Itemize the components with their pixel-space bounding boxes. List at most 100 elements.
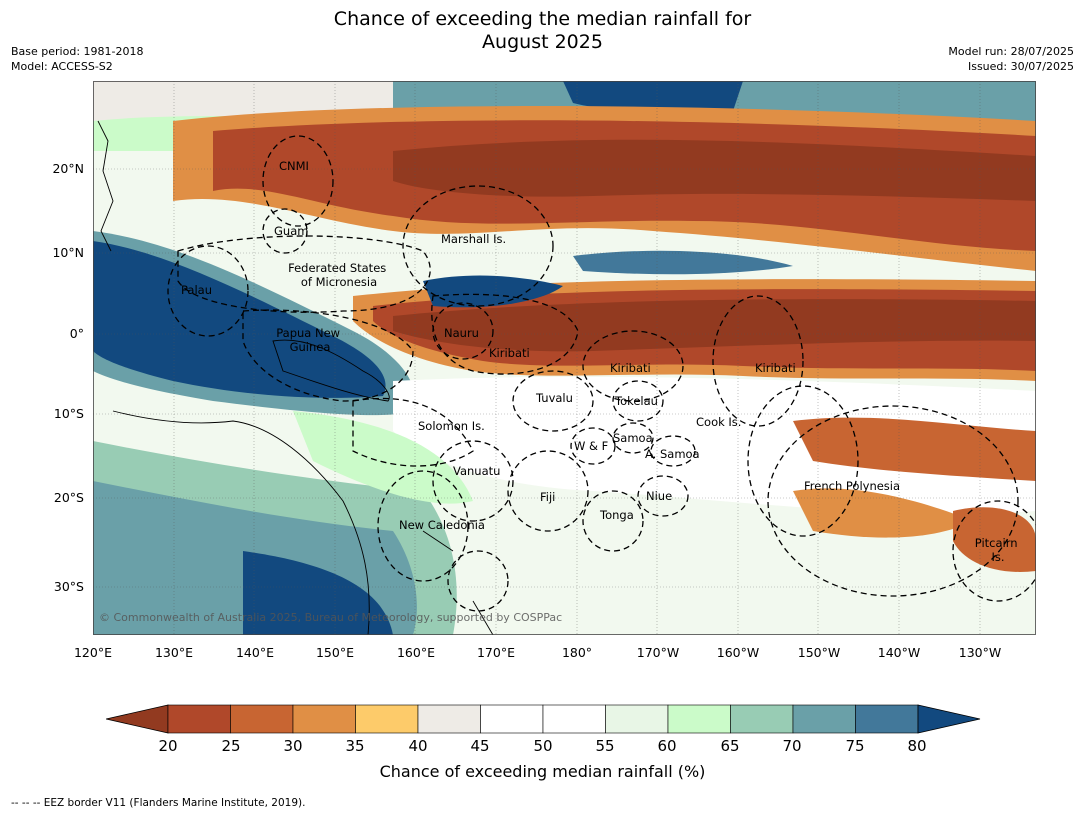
eez-cnmi [262,135,334,227]
label-tonga: Tonga [599,508,634,522]
cbar-seg-6 [480,704,544,734]
eez-marshall [402,185,554,307]
lon-tick-130w: 130°W [958,645,1002,660]
lon-tick-170w: 170°W [636,645,680,660]
colorbar-segments [106,704,981,734]
label-kiribati-east: Kiribati [755,361,796,375]
eez-guam [262,208,308,254]
cbar-seg-5 [417,704,481,734]
eez-tuvalu [512,370,594,432]
lon-tick-130e: 130°E [154,645,193,660]
eez-fiji [507,450,589,532]
north-dry-core [393,139,1036,201]
eez-french-polynesia [767,405,1019,597]
cbar-label-45: 45 [470,737,490,755]
cbar-label-65: 65 [720,737,740,755]
lon-tick-140w: 140°W [877,645,921,660]
eez-palau [167,245,249,337]
label-wf: W & F [574,439,608,453]
eez-pitcairn [952,500,1036,602]
equatorial-dry-core [393,299,1036,352]
cbar-label-25: 25 [221,737,241,755]
label-niue: Niue [646,489,672,503]
eez-wf [570,427,616,465]
eez-tonga [582,490,644,552]
eez-samoa [612,422,654,454]
coastlines [97,120,494,635]
cbar-label-80: 80 [907,737,927,755]
label-palau: Palau [181,283,212,297]
label-cook: Cook Is. [696,415,741,429]
issued-date: Issued: 30/07/2025 [967,60,1074,73]
model-name: Model: ACCESS-S2 [11,60,113,73]
graticule [93,81,1036,635]
cbar-seg-high-extend [917,704,981,734]
map-title: Chance of exceeding the median rainfall … [0,8,1085,54]
label-pitcairn: Pitcairn Is. [975,536,1021,564]
cbar-seg-8 [605,704,669,734]
title-line-1: Chance of exceeding the median rainfall … [333,8,752,30]
eez-fsm [177,235,431,313]
cbar-seg-11 [792,704,856,734]
eez-kiribati-west [431,293,579,375]
cbar-label-35: 35 [345,737,365,755]
label-png: Papua New Guinea [276,326,344,354]
lon-tick-170e: 170°E [476,645,515,660]
lat-tick-0: 0° [69,326,84,341]
australia-coast [112,410,370,635]
pitcairn-dry-patch [953,507,1036,572]
meta-left: Base period: 1981-2018 Model: ACCESS-S2 [11,44,143,74]
png-coast [272,339,390,402]
eez-american-samoa [650,435,696,467]
rainfall-map: CNMI Guam Marshall Is. Federated States … [93,81,1036,635]
label-guam: Guam [274,224,308,238]
title-line-2: August 2025 [482,31,603,53]
new-zealand-coast [472,600,494,635]
label-american-samoa: A. Samoa [645,447,700,461]
lon-tick-150w: 150°W [797,645,841,660]
cbar-seg-2 [230,704,294,734]
label-french-polynesia: French Polynesia [804,479,900,493]
colorbar-title: Chance of exceeding median rainfall (%) [379,762,706,781]
eez-footer-note: -- -- -- EEZ border V11 (Flanders Marine… [11,797,306,809]
south-neutral [393,376,1036,514]
cbar-seg-low-extend [106,704,169,734]
cbar-label-55: 55 [595,737,615,755]
cbar-seg-12 [855,704,919,734]
region-labels: CNMI Guam Marshall Is. Federated States … [181,159,1021,564]
eez-vanuatu [432,440,514,522]
cbar-seg-9 [667,704,731,734]
label-marshall: Marshall Is. [441,232,506,246]
map-frame [93,81,1036,635]
lon-tick-140e: 140°E [235,645,274,660]
cbar-label-70: 70 [782,737,802,755]
new-caledonia-coast [422,530,454,552]
label-kiribati-west: Kiribati [489,346,530,360]
cbar-seg-4 [355,704,419,734]
lon-tick-120e: 120°E [73,645,112,660]
label-vanuatu: Vanuatu [453,464,500,478]
label-kiribati-central: Kiribati [610,361,651,375]
eez-png [242,309,414,402]
lat-tick-30s: 30°S [53,579,84,594]
lat-tick-20n: 20°N [52,161,84,176]
eez-solomon [352,397,474,467]
label-tokelau: Tokelau [614,394,658,408]
lat-tick-10n: 10°N [52,245,84,260]
label-samoa: Samoa [613,431,653,445]
label-tuvalu: Tuvalu [535,391,573,405]
base-period: Base period: 1981-2018 [11,45,144,58]
model-run: Model run: 28/07/2025 [948,45,1074,58]
lon-tick-160e: 160°E [396,645,435,660]
label-new-caledonia: New Caledonia [399,518,485,532]
eez-cook [747,385,859,537]
colorbar [106,704,981,734]
eez-niue [637,475,689,517]
label-fsm: Federated States of Micronesia [288,261,390,289]
cbar-seg-3 [292,704,356,734]
lon-tick-150e: 150°E [315,645,354,660]
cbar-label-30: 30 [283,737,303,755]
eez-borders [167,135,1036,612]
lat-tick-10s: 10°S [53,406,84,421]
meta-right: Model run: 28/07/2025 Issued: 30/07/2025 [948,44,1074,74]
